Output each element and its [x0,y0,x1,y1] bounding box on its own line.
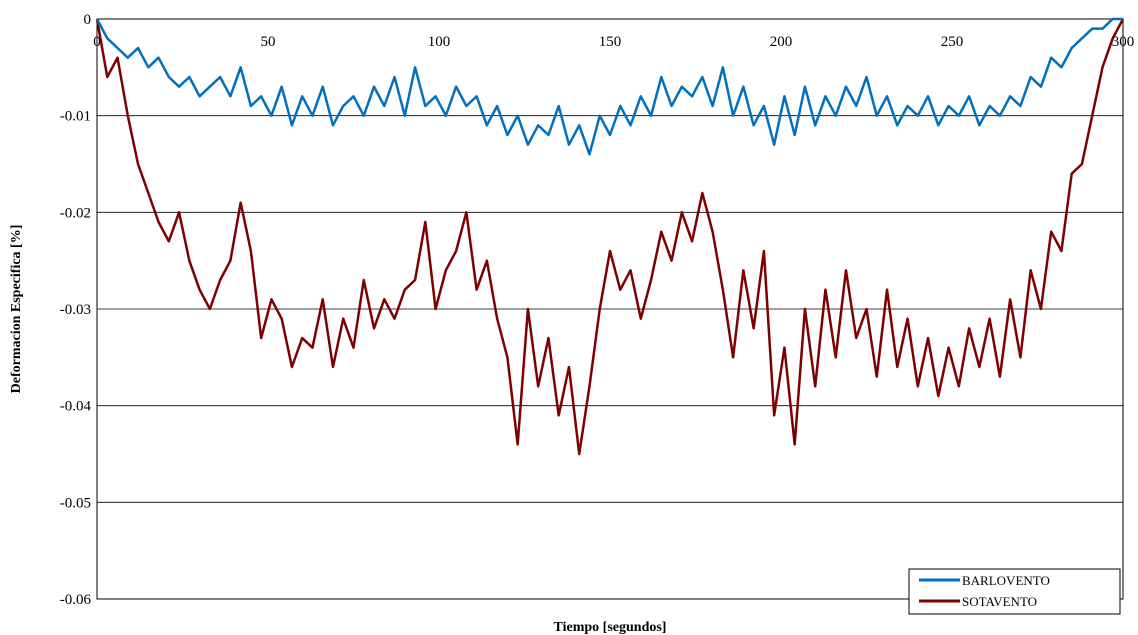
x-tick-label: 50 [261,34,276,50]
legend-box [908,568,1121,615]
series-line-sotavento [95,18,1125,456]
y-tick-label: 0 [84,12,92,28]
x-tick-label: 200 [770,34,793,50]
tick-labels: 0 -0.01 -0.02 -0.03 -0.04 -0.05 -0.06 0 50 100 150… [60,12,1135,608]
series-lines [95,17,1125,456]
y-tick-label: -0.06 [60,592,92,608]
y-tick-label: -0.05 [60,495,91,511]
x-tick-label: 0 [93,34,101,50]
y-tick-label: -0.04 [60,399,92,415]
y-axis-title: Deformacion Especifica [%] [9,225,24,394]
x-tick-label: 250 [941,34,964,50]
legend-label-sotavento: SOTAVENTO [962,594,1037,609]
y-tick-label: -0.01 [60,109,91,125]
y-tick-label: -0.02 [60,205,91,221]
y-tick-label: -0.03 [60,302,91,318]
legend: BARLOVENTO SOTAVENTO [908,568,1121,615]
x-tick-label: 150 [599,34,622,50]
x-tick-label: 300 [1112,34,1135,50]
series-line-barlovento [95,17,1123,156]
legend-label-barlovento: BARLOVENTO [962,573,1050,588]
x-axis-title: Tiempo [segundos] [554,620,667,635]
x-tick-label: 100 [428,34,451,50]
